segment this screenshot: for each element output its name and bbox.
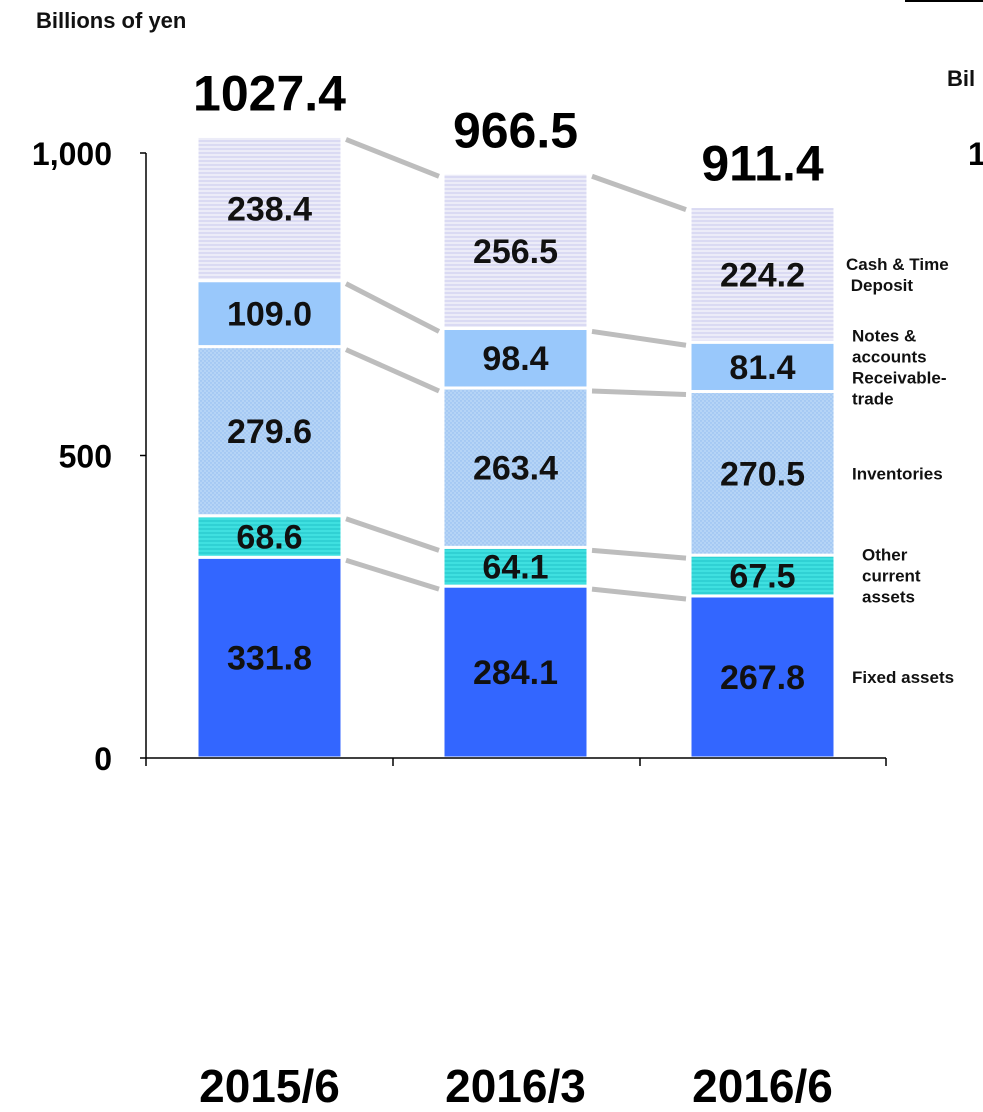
- bar-total-label: 966.5: [453, 102, 578, 158]
- bar-segment-2016-3-4: [441, 171, 590, 330]
- legend-line: trade: [852, 389, 894, 408]
- connector-line: [345, 516, 440, 553]
- data-label: 64.1: [482, 549, 548, 587]
- cropped-tick-fragment: 1: [968, 136, 983, 172]
- legend-line: Other: [862, 546, 908, 565]
- bar-segment-2016-6-3: [688, 340, 837, 393]
- legend-label-fixed: Fixed assets: [852, 668, 954, 687]
- bar-segment-2015-6-2: [195, 345, 344, 518]
- cropped-frame-line: [905, 0, 983, 2]
- bar-segment-2016-3-1: [441, 545, 590, 588]
- legend-line: Receivable-: [852, 368, 947, 387]
- data-label: 270.5: [720, 455, 805, 493]
- connector-line: [345, 557, 440, 592]
- y-tick-label: 0: [94, 741, 112, 777]
- data-label: 238.4: [227, 191, 312, 229]
- legend-line: Fixed assets: [852, 668, 954, 687]
- x-tick-label: 2016/6: [692, 1060, 833, 1112]
- connector-line: [591, 173, 687, 212]
- y-axis-unit-label: Billions of yen: [36, 8, 187, 33]
- data-label: 331.8: [227, 640, 312, 678]
- connector-line: [591, 547, 687, 561]
- legend-line: assets: [862, 588, 915, 607]
- data-label: 284.1: [473, 654, 558, 692]
- connector-line: [591, 388, 687, 397]
- legend-label-other: Other current assets: [862, 546, 921, 607]
- legend-line: accounts: [852, 347, 927, 366]
- bar-segment-2015-6-4: [195, 134, 344, 283]
- legend-label-cash: Cash & Time Deposit: [846, 255, 949, 295]
- legend-line: Deposit: [846, 276, 913, 295]
- legend-line: Inventories: [852, 464, 943, 483]
- legend-line: Notes &: [852, 326, 916, 345]
- data-label: 224.2: [720, 256, 805, 294]
- data-label: 67.5: [729, 558, 795, 596]
- data-label: 267.8: [720, 659, 805, 697]
- bar-total-label: 1027.4: [193, 65, 346, 121]
- data-label: 81.4: [729, 349, 795, 387]
- bar-segment-2016-6-0: [688, 594, 837, 760]
- legend-label-notes: Notes & accounts Receivable-trade: [852, 326, 947, 408]
- data-label: 263.4: [473, 450, 558, 488]
- data-label: 279.6: [227, 413, 312, 451]
- bar-segment-2016-6-1: [688, 553, 837, 598]
- data-label: 109.0: [227, 296, 312, 334]
- connector-line: [591, 586, 687, 602]
- connector-line: [345, 137, 440, 179]
- bar-segment-2015-6-1: [195, 514, 344, 559]
- data-label: 256.5: [473, 233, 558, 271]
- legend-line: current: [862, 567, 921, 586]
- data-label: 68.6: [236, 519, 302, 557]
- bar-segment-2016-6-2: [688, 389, 837, 557]
- y-tick-label: 1,000: [32, 136, 112, 172]
- bar-segment-2016-3-0: [441, 584, 590, 760]
- legend-label-inventories: Inventories: [852, 464, 943, 483]
- bar-segment-2016-6-4: [688, 205, 837, 344]
- cropped-right-label: Bil: [947, 66, 976, 91]
- data-label: 98.4: [482, 340, 548, 378]
- connector-line: [344, 281, 441, 334]
- connector-line: [344, 347, 441, 394]
- bar-total-label: 911.4: [701, 136, 824, 192]
- bar-segment-2016-3-2: [441, 386, 590, 549]
- legend-line: Cash & Time: [846, 255, 949, 274]
- x-tick-label: 2016/3: [445, 1060, 586, 1112]
- y-tick-label: 500: [59, 439, 112, 475]
- connector-line: [591, 328, 687, 348]
- x-tick-label: 2015/6: [199, 1060, 340, 1112]
